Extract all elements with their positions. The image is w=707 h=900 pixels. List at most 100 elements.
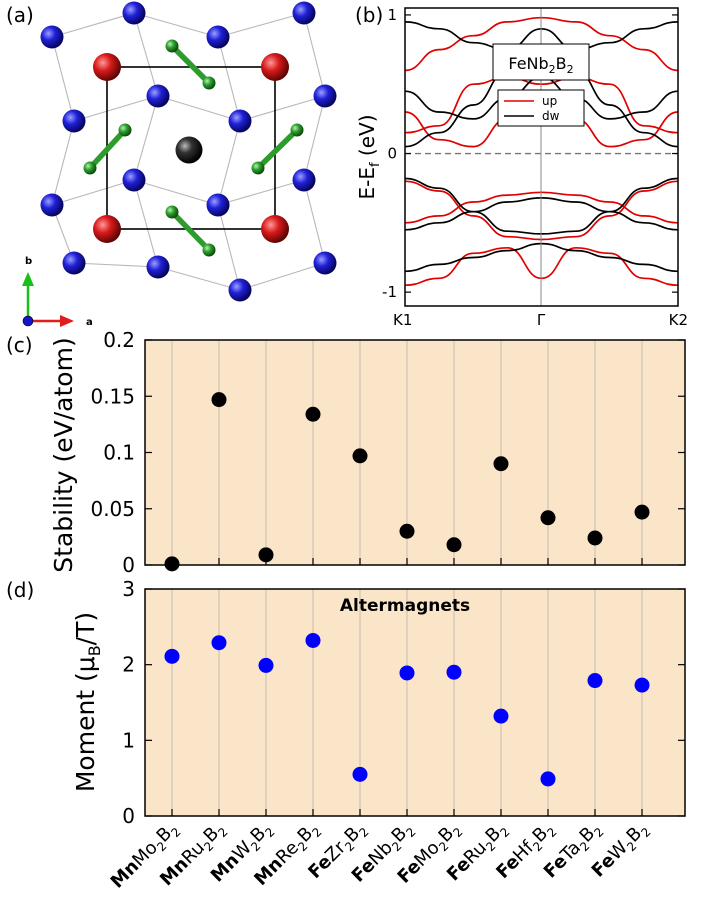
nb-atom <box>122 168 146 192</box>
lattice-bond <box>133 179 219 206</box>
moment-ytick-label: 0 <box>122 804 135 828</box>
band-plot-frame <box>404 7 679 307</box>
lattice-bond <box>133 179 159 268</box>
moment-ytick-label: 2 <box>122 653 135 677</box>
lattice-bond <box>51 12 135 38</box>
crystal-structure-panel: (a) b a <box>6 1 337 328</box>
boron-atom <box>251 161 265 175</box>
nb-atom <box>62 251 86 275</box>
lattice-bond <box>217 179 305 206</box>
stability-point <box>587 530 603 546</box>
stability-points <box>164 392 650 572</box>
boron-atom <box>165 205 179 219</box>
band-ytick-label: 1 <box>387 6 397 24</box>
stability-point <box>211 392 227 408</box>
moment-point <box>258 657 274 673</box>
band-structure-panel: (b) E-Ef (eV) -1 0 1 K1 Γ K2 FeNb2B2 up dw <box>355 3 688 329</box>
lattice-bond <box>303 95 326 181</box>
a-axis-arrow-icon <box>60 315 74 327</box>
nb-atom <box>146 255 170 279</box>
stability-point <box>399 523 415 539</box>
boron-atom <box>165 39 179 53</box>
moment-ytick-label: 1 <box>122 728 135 752</box>
stability-point <box>493 456 509 472</box>
lattice-bond <box>133 12 159 97</box>
legend-box <box>497 89 585 127</box>
moment-point <box>587 673 603 689</box>
nb-atom <box>40 25 64 49</box>
boron-dimer-bond <box>169 43 212 86</box>
moment-point <box>305 632 321 648</box>
band-yticks: -1 0 1 <box>382 6 678 301</box>
moment-yticks: 0 1 2 3 <box>122 577 685 828</box>
lattice-bond <box>217 12 305 38</box>
nb-atom <box>146 84 170 108</box>
stability-point <box>258 547 274 563</box>
band-title-box <box>492 43 590 81</box>
boron-atom <box>290 123 304 137</box>
stability-ylabel: Stability (eV/atom) <box>49 337 78 572</box>
lattice-bond <box>51 36 75 122</box>
moment-point <box>211 635 227 651</box>
nb-atom <box>292 168 316 192</box>
nb-atom <box>313 84 337 108</box>
lattice-bond <box>73 262 159 268</box>
panel-label-b: (b) <box>355 3 383 27</box>
lattice-bond <box>133 95 159 181</box>
stability-point <box>164 556 180 572</box>
stability-point <box>540 510 556 526</box>
nb-atom <box>228 109 252 133</box>
moment-ytick-label: 3 <box>122 577 135 601</box>
moment-point <box>399 665 415 681</box>
stability-ytick-label: 0.1 <box>103 441 135 465</box>
lattice-bond <box>303 179 326 264</box>
stability-ytick-label: 0.2 <box>103 328 135 352</box>
moment-xlabels: MnMo2B2MnRu2B2MnW2B2MnRe2B2FeZr2B2FeNb2B… <box>107 823 654 892</box>
panel-label-d: (d) <box>6 578 34 602</box>
moment-point <box>634 677 650 693</box>
moment-ylabel: Moment (μB/T) <box>71 612 104 792</box>
lattice-bond <box>217 204 241 291</box>
panel-label-a: (a) <box>6 3 34 27</box>
corner-atom <box>261 215 289 243</box>
boron-atom <box>83 161 97 175</box>
lattice-bond <box>239 262 326 291</box>
moment-panel: (d) Moment (μB/T) Altermagnets 0 1 2 3 MnMo… <box>6 577 686 893</box>
legend-up-label: up <box>542 94 557 108</box>
band-xtick-label: K2 <box>669 311 688 329</box>
band-ytick-label: 0 <box>387 145 397 163</box>
moment-point <box>446 664 462 680</box>
lattice-bond <box>157 95 241 122</box>
band-xtick-label: K1 <box>393 311 412 329</box>
nb-atom <box>206 193 230 217</box>
corner-atom <box>261 53 289 81</box>
corner-atom <box>93 53 121 81</box>
nb-atom <box>122 1 146 25</box>
altermagnets-title: Altermagnets <box>340 596 470 616</box>
moment-plot-frame <box>144 588 686 817</box>
fe-atom <box>175 136 203 164</box>
lattice-bond <box>303 12 326 97</box>
nb-atom <box>40 193 64 217</box>
boron-dimer-bond <box>169 209 212 253</box>
band-ylabel: E-Ef (eV) <box>355 114 383 199</box>
lattice-bond <box>51 120 75 206</box>
nb-atom <box>62 109 86 133</box>
atoms <box>40 1 337 302</box>
stability-ytick-label: 0 <box>122 553 135 577</box>
lattice-bond <box>217 120 241 206</box>
moment-point <box>493 708 509 724</box>
stability-point <box>634 504 650 520</box>
nb-atom <box>206 25 230 49</box>
panel-label-c: (c) <box>6 333 33 357</box>
b-axis-arrow-icon <box>22 272 34 286</box>
moment-points <box>164 632 650 787</box>
lattice-bond <box>239 95 326 122</box>
stability-point <box>352 448 368 464</box>
c-axis-dot-icon <box>22 315 34 327</box>
legend-dw-label: dw <box>542 109 560 123</box>
boron-atom <box>202 76 216 90</box>
stability-plot-area <box>145 340 685 565</box>
moment-point <box>540 771 556 787</box>
moment-plot-area <box>145 589 685 816</box>
